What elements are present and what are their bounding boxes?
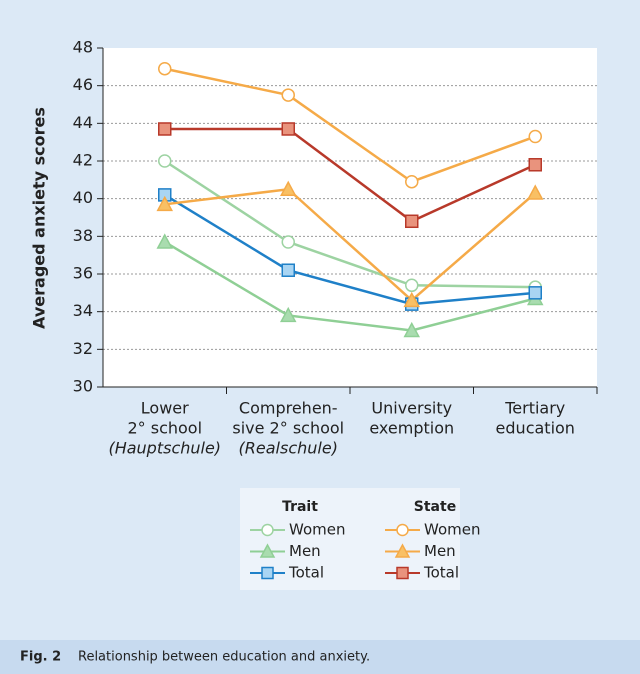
marker xyxy=(281,263,295,277)
x-tick-label: education xyxy=(496,419,575,438)
x-tick-label: (Hauptschule) xyxy=(108,439,221,458)
y-tick-label: 42 xyxy=(73,151,93,170)
caption-label: Fig. 2 xyxy=(20,650,61,665)
caption-bg xyxy=(0,640,640,674)
marker xyxy=(405,214,419,229)
marker xyxy=(281,122,295,136)
legend-label: Women xyxy=(289,521,345,539)
marker xyxy=(279,306,297,323)
caption-text: Relationship between education and anxie… xyxy=(78,650,370,665)
legend-label: Total xyxy=(423,564,459,582)
y-tick-label: 44 xyxy=(73,113,93,132)
series-line xyxy=(164,240,536,332)
marker xyxy=(526,184,544,200)
marker xyxy=(528,158,542,172)
x-tick-label: Lower xyxy=(141,399,189,418)
marker xyxy=(158,154,172,168)
marker xyxy=(405,278,419,293)
marker xyxy=(405,174,419,189)
marker xyxy=(158,61,172,76)
series-line xyxy=(164,67,536,184)
series-line xyxy=(164,193,536,306)
y-tick-label: 32 xyxy=(73,339,93,358)
x-tick-label: exemption xyxy=(369,419,454,438)
legend-label: Women xyxy=(424,521,480,539)
legend-label: Total xyxy=(288,564,324,582)
y-tick-label: 48 xyxy=(73,38,93,57)
y-tick-label: 30 xyxy=(73,377,93,396)
marker xyxy=(156,233,174,249)
legend-marker xyxy=(396,566,409,580)
x-tick-label: 2° school xyxy=(127,419,202,438)
legend-marker xyxy=(259,543,276,558)
legend-title: Trait xyxy=(282,499,318,515)
x-tick-label: sive 2° school xyxy=(232,419,344,438)
series-line xyxy=(164,159,536,289)
x-tick-label: (Realschule) xyxy=(239,439,338,458)
marker xyxy=(403,291,421,308)
marker xyxy=(281,235,295,249)
x-tick-label: University xyxy=(371,399,452,418)
legend-marker xyxy=(396,523,409,537)
marker xyxy=(403,321,421,338)
x-tick-label: Tertiary xyxy=(504,399,565,418)
y-tick-label: 36 xyxy=(73,264,93,283)
legend-marker xyxy=(261,523,274,537)
y-axis-label: Averaged anxiety scores xyxy=(30,107,49,329)
marker xyxy=(156,195,174,212)
legend-label: Men xyxy=(289,542,321,560)
plot-area xyxy=(103,48,597,387)
marker xyxy=(528,129,542,144)
y-tick-label: 40 xyxy=(73,188,93,207)
y-tick-label: 46 xyxy=(73,75,93,94)
y-tick-label: 38 xyxy=(73,226,93,245)
series-line xyxy=(164,187,537,303)
legend-label: Men xyxy=(424,542,456,560)
series-line xyxy=(164,127,536,223)
marker xyxy=(158,122,172,136)
legend-title: State xyxy=(414,499,456,515)
marker xyxy=(528,286,542,300)
y-tick-label: 34 xyxy=(73,301,93,320)
legend-marker xyxy=(394,543,411,558)
marker xyxy=(281,88,295,102)
marker xyxy=(279,180,297,196)
legend-marker xyxy=(261,566,274,580)
x-tick-label: Comprehen- xyxy=(239,399,338,418)
